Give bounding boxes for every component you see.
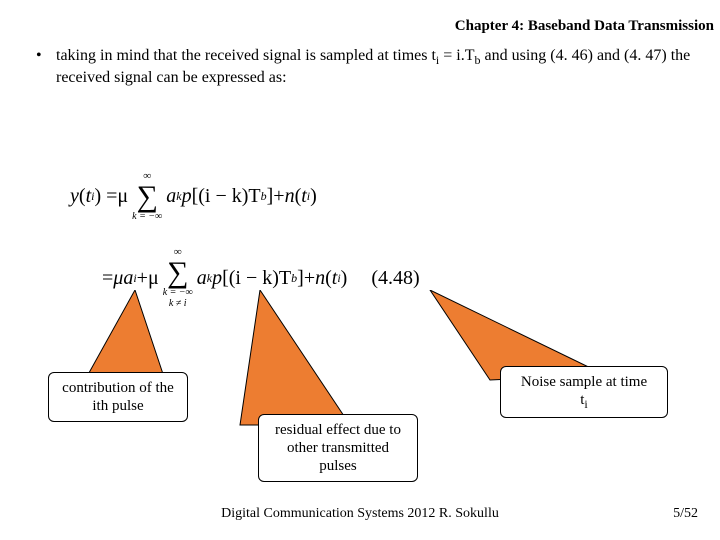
eq1-mu: μ: [117, 185, 128, 208]
callout1-line2: ith pulse: [57, 397, 179, 415]
eq2-a: a: [197, 267, 207, 290]
bullet-text: • taking in mind that the received signa…: [36, 46, 700, 88]
callout3-i: i: [584, 397, 587, 411]
chapter-header: Chapter 4: Baseband Data Transmission: [455, 18, 714, 35]
callout-contribution: contribution of the ith pulse: [48, 372, 188, 422]
bullet-dot: •: [36, 46, 42, 66]
eq1-sum-bot: k = −∞: [132, 212, 162, 222]
eq2-bracket: [(i − k)T: [222, 267, 291, 290]
eq2-eq: =: [102, 267, 113, 290]
eq1-sigma: ∞ ∑ k = −∞: [132, 171, 162, 222]
eq2-plus1: +: [137, 267, 148, 290]
eq2-plus2: +: [304, 267, 315, 290]
eq1-plus: +: [273, 185, 284, 208]
bullet-sub1: i: [436, 53, 439, 67]
eq2-p: p: [212, 267, 222, 290]
callout-residual: residual effect due to other transmitted…: [258, 414, 418, 482]
eq1-n: n: [285, 185, 295, 208]
footer-center: Digital Communication Systems 2012 R. So…: [0, 506, 720, 522]
callout-noise: Noise sample at time ti: [500, 366, 668, 418]
eq1-bracket-close: ]: [267, 185, 274, 208]
eq1-p: p: [182, 185, 192, 208]
eq1-a: a: [166, 185, 176, 208]
bullet-sub2: b: [475, 53, 481, 67]
eq2-n: n: [315, 267, 325, 290]
eq2-mu-a: μa: [113, 267, 133, 290]
eq1-y: y: [70, 185, 79, 208]
callout1-line1: contribution of the: [57, 379, 179, 397]
footer-page-number: 5/52: [673, 506, 698, 522]
pointer-2: [220, 290, 360, 430]
eq2-mu2: μ: [148, 267, 159, 290]
callout2-line1: residual effect due to: [267, 421, 409, 439]
pointer-1: [80, 290, 170, 385]
eq2-number: (4.48): [371, 267, 419, 290]
eq1-bracket: [(i − k)T: [192, 185, 261, 208]
bullet-pre: taking in mind that the received signal …: [56, 47, 436, 64]
bullet-mid: = i.T: [443, 47, 474, 64]
callout3-line1: Noise sample at time: [509, 373, 659, 391]
callout2-line2: other transmitted: [267, 439, 409, 457]
eq2-bracket-close: ]: [297, 267, 304, 290]
callout2-line3: pulses: [267, 457, 409, 475]
equation-area: y(ti) = μ ∞ ∑ k = −∞ ak p[(i − k)Tb] + n…: [70, 168, 420, 306]
equation-1: y(ti) = μ ∞ ∑ k = −∞ ak p[(i − k)Tb] + n…: [70, 168, 420, 224]
eq2-sum-bot2: k ≠ i: [169, 299, 187, 309]
